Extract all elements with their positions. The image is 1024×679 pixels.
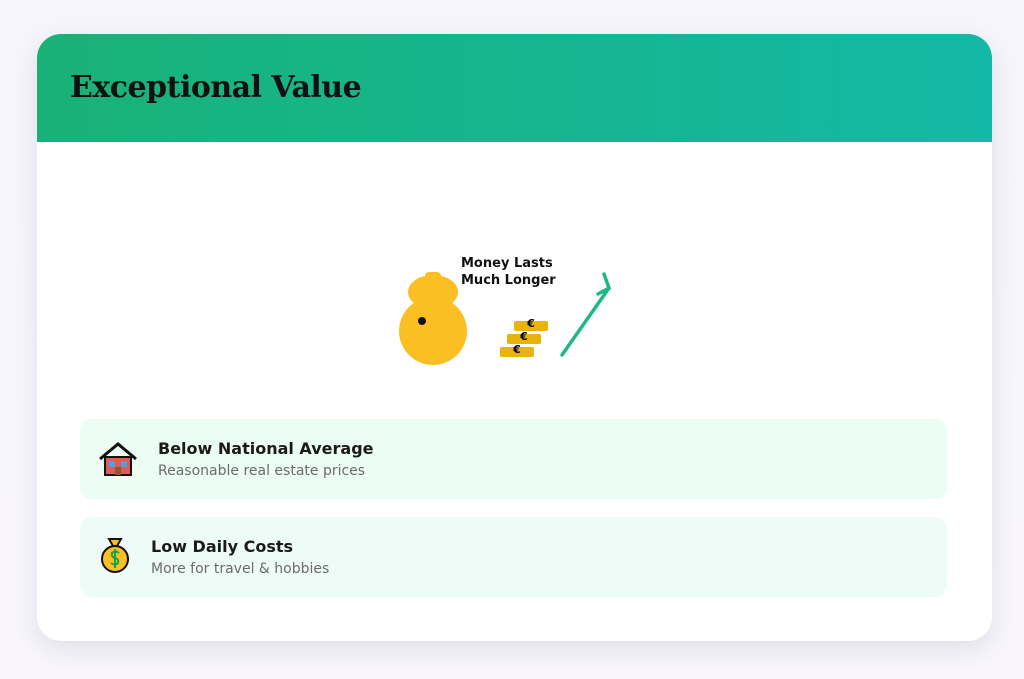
card-header: Exceptional Value	[37, 34, 992, 142]
coin-symbol: €	[512, 343, 521, 356]
item-subtitle: Reasonable real estate prices	[158, 463, 366, 479]
illustration: € € € Money Lasts Much Longer	[399, 256, 612, 365]
growth-arrow	[560, 272, 612, 357]
coins: € € €	[500, 317, 548, 357]
item-title: Low Daily Costs	[151, 537, 294, 556]
money-bag	[399, 272, 467, 365]
illustration-label: Money Lasts	[461, 256, 553, 271]
coin-symbol: €	[526, 317, 535, 330]
coin-symbol: €	[519, 330, 528, 343]
illustration-label: Much Longer	[461, 273, 556, 288]
feature-item: Below National Average Reasonable real e…	[80, 419, 947, 499]
value-card: Exceptional Value € € € Money Lasts Much…	[37, 34, 992, 641]
feature-item: Low Daily Costs More for travel & hobbie…	[80, 517, 947, 597]
item-subtitle: More for travel & hobbies	[151, 561, 330, 577]
item-title: Below National Average	[158, 439, 374, 458]
house-icon	[99, 442, 137, 476]
card-title: Exceptional Value	[70, 70, 362, 105]
money-bag-icon	[101, 538, 129, 573]
